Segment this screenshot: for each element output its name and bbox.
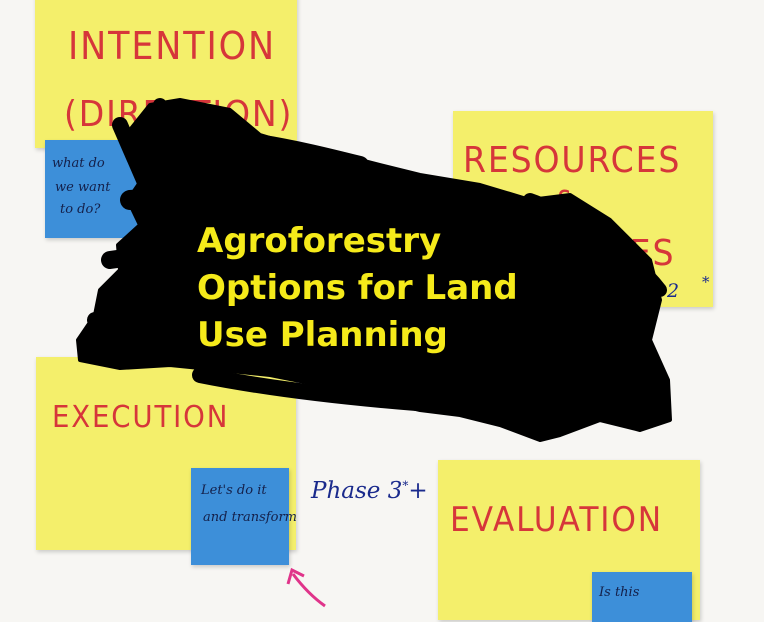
overlay-title-line-2: Options for Land	[197, 268, 518, 308]
phase-3-plus: +	[408, 478, 428, 504]
execution-label: EXECUTION	[52, 400, 230, 435]
resources-phase-mark: *	[702, 273, 710, 291]
what-do-text-1: what do	[52, 156, 105, 171]
overlay-title-line-1: Agroforestry	[197, 221, 442, 261]
overlay-title-line-3: Use Planning	[197, 315, 448, 355]
phase-3-label: Phase 3*+	[311, 478, 428, 504]
what-do-text-3: to do?	[60, 202, 101, 217]
what-do-text-2: we want	[55, 180, 111, 195]
lets-do-it-text-2: and transform	[203, 510, 297, 525]
intention-label: INTENTION	[68, 24, 276, 68]
overlay-title: Agroforestry Options for Land Use Planni…	[197, 218, 597, 359]
sticky-note-lets-do-it	[191, 468, 289, 565]
resources-label: RESOURCES	[463, 140, 682, 181]
phase-3-sup: *	[402, 478, 409, 493]
lets-do-it-text-1: Let's do it	[201, 483, 267, 498]
evaluation-label: EVALUATION	[450, 500, 664, 540]
phase-3-text: Phase 3	[311, 478, 403, 504]
is-this-text: Is this	[599, 585, 640, 600]
